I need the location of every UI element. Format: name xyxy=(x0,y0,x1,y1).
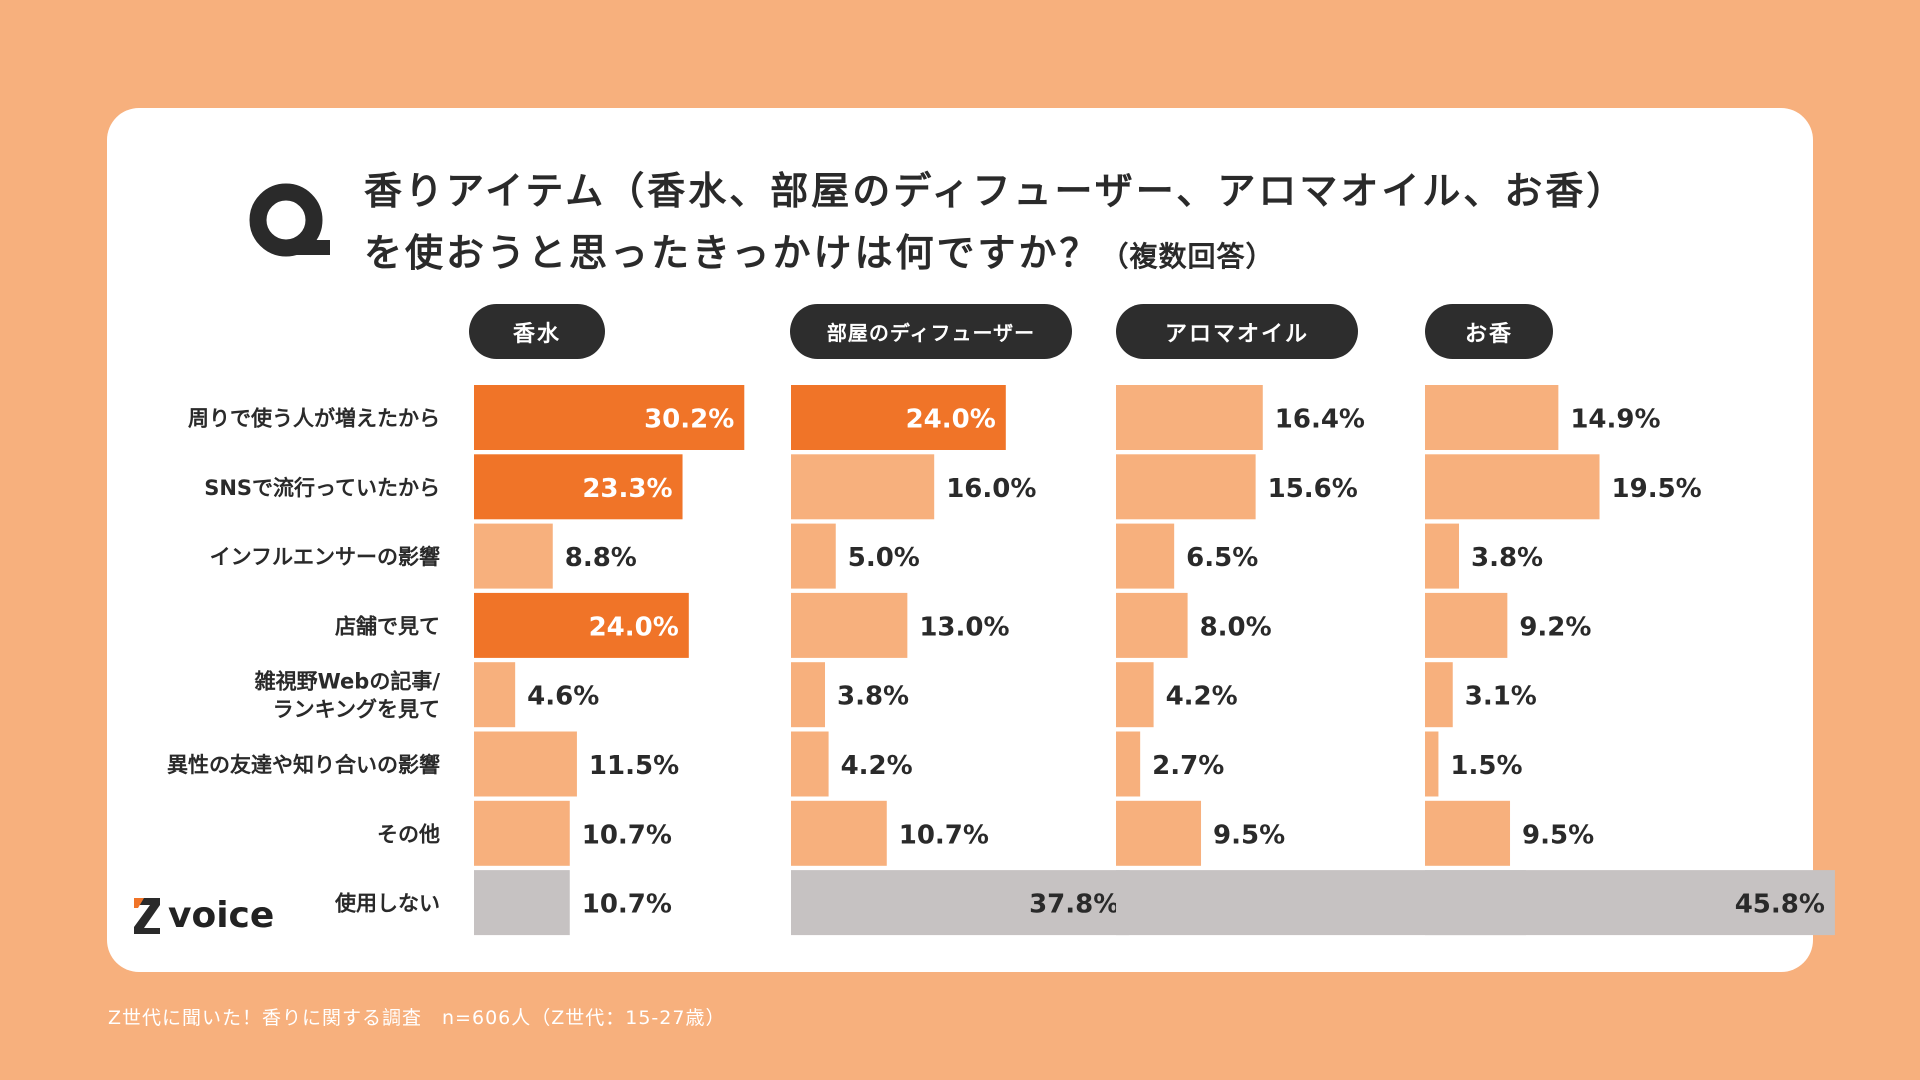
value-label-4-2: 19.5% xyxy=(1612,474,1702,504)
bar-1-6 xyxy=(474,731,577,797)
bar-3-3 xyxy=(1116,523,1175,589)
bar-4-5 xyxy=(1425,662,1453,728)
value-label-3-1: 16.4% xyxy=(1275,405,1365,435)
series-header-incense: お香 xyxy=(1425,304,1553,359)
bar-3-5 xyxy=(1116,662,1154,728)
bar-1-5 xyxy=(474,662,516,728)
series-header-aroma-oil: アロマオイル xyxy=(1116,304,1358,359)
value-label-3-5: 4.2% xyxy=(1166,682,1238,712)
bar-4-7 xyxy=(1425,800,1511,866)
logo-text: voice xyxy=(168,895,275,936)
value-label-2-5: 3.8% xyxy=(837,682,909,712)
value-label-1-3: 8.8% xyxy=(565,543,637,573)
bar-1-3 xyxy=(474,523,553,589)
value-label-4-4: 9.2% xyxy=(1519,612,1591,642)
value-label-4-5: 3.1% xyxy=(1465,682,1537,712)
category-label: 店舗で見て xyxy=(335,614,440,638)
value-label-1-2: 23.3% xyxy=(582,474,672,504)
bar-3-1 xyxy=(1116,385,1263,450)
bar-2-2 xyxy=(791,454,935,520)
title-note: （複数回答） xyxy=(1100,240,1275,273)
value-label-4-7: 9.5% xyxy=(1522,820,1594,850)
value-label-1-5: 4.6% xyxy=(527,682,599,712)
bar-2-8 xyxy=(791,870,1130,936)
bar-4-6 xyxy=(1425,731,1439,797)
value-label-4-8: 45.8% xyxy=(1735,890,1825,920)
bar-1-7 xyxy=(474,800,570,866)
value-label-4-1: 14.9% xyxy=(1570,405,1660,435)
value-label-1-7: 10.7% xyxy=(582,820,672,850)
series-header-perfume: 香水 xyxy=(469,304,605,359)
bar-2-3 xyxy=(791,523,836,589)
z-voice-logo: voice xyxy=(130,896,274,936)
value-label-3-3: 6.5% xyxy=(1186,543,1258,573)
title-line-1: 香りアイテム（香水、部屋のディフューザー、アロマオイル、お香） xyxy=(364,169,1628,213)
bar-1-1 xyxy=(474,385,745,450)
bar-3-6 xyxy=(1116,731,1141,797)
bar-4-1 xyxy=(1425,385,1559,450)
series-header-room-diffuser: 部屋のディフューザー xyxy=(790,304,1072,359)
question-title: 香りアイテム（香水、部屋のディフューザー、アロマオイル、お香） を使おうと思った… xyxy=(364,160,1627,288)
bar-4-3 xyxy=(1425,523,1460,589)
value-label-1-1: 30.2% xyxy=(644,405,734,435)
bar-1-4 xyxy=(474,592,689,658)
bar-3-4 xyxy=(1116,592,1188,658)
question-q-icon xyxy=(249,183,330,257)
bar-1-8 xyxy=(474,870,570,936)
value-label-2-6: 4.2% xyxy=(841,751,913,781)
bar-4-8 xyxy=(1425,870,1835,936)
value-label-2-1: 24.0% xyxy=(906,405,996,435)
category-label: ランキングを見て xyxy=(273,698,440,722)
value-label-3-7: 9.5% xyxy=(1213,820,1285,850)
category-label: 雑視野Webの記事/ xyxy=(254,670,441,694)
value-label-2-2: 16.0% xyxy=(946,474,1036,504)
value-label-2-4: 13.0% xyxy=(919,612,1009,642)
value-label-3-6: 2.7% xyxy=(1152,751,1224,781)
bar-4-4 xyxy=(1425,592,1508,658)
survey-footnote: Z世代に聞いた！香りに関する調査 n=606人（Z世代：15-27歳） xyxy=(108,1007,726,1029)
value-label-2-3: 5.0% xyxy=(848,543,920,573)
chart-card xyxy=(107,108,1813,972)
bar-2-6 xyxy=(791,731,829,797)
category-label: 使用しない xyxy=(334,892,440,916)
title-question: を使おうと思ったきっかけは何ですか？ xyxy=(364,231,1101,275)
bar-4-2 xyxy=(1425,454,1600,520)
value-label-1-6: 11.5% xyxy=(589,751,679,781)
z-logo-icon xyxy=(134,898,160,934)
bar-3-2 xyxy=(1116,454,1256,520)
bar-1-2 xyxy=(474,454,683,520)
category-label: SNSで流行っていたから xyxy=(204,476,440,500)
bar-2-1 xyxy=(791,385,1006,450)
value-label-1-4: 24.0% xyxy=(589,612,679,642)
bar-2-4 xyxy=(791,592,908,658)
category-label: 周りで使う人が増えたから xyxy=(188,407,440,431)
title-line-2: を使おうと思ったきっかけは何ですか？（複数回答） xyxy=(364,222,1627,288)
bar-3-7 xyxy=(1116,800,1202,866)
bar-2-7 xyxy=(791,800,887,866)
value-label-3-4: 8.0% xyxy=(1200,612,1272,642)
value-label-3-2: 15.6% xyxy=(1268,474,1358,504)
category-label: インフルエンサーの影響 xyxy=(210,545,440,569)
bar-2-5 xyxy=(791,662,826,728)
value-label-4-6: 1.5% xyxy=(1450,751,1522,781)
category-label: その他 xyxy=(377,822,440,846)
value-label-2-7: 10.7% xyxy=(899,820,989,850)
value-label-1-8: 10.7% xyxy=(582,890,672,920)
value-label-2-8: 37.8% xyxy=(1029,890,1119,920)
category-label: 異性の友達や知り合いの影響 xyxy=(167,753,440,777)
value-label-4-3: 3.8% xyxy=(1471,543,1543,573)
